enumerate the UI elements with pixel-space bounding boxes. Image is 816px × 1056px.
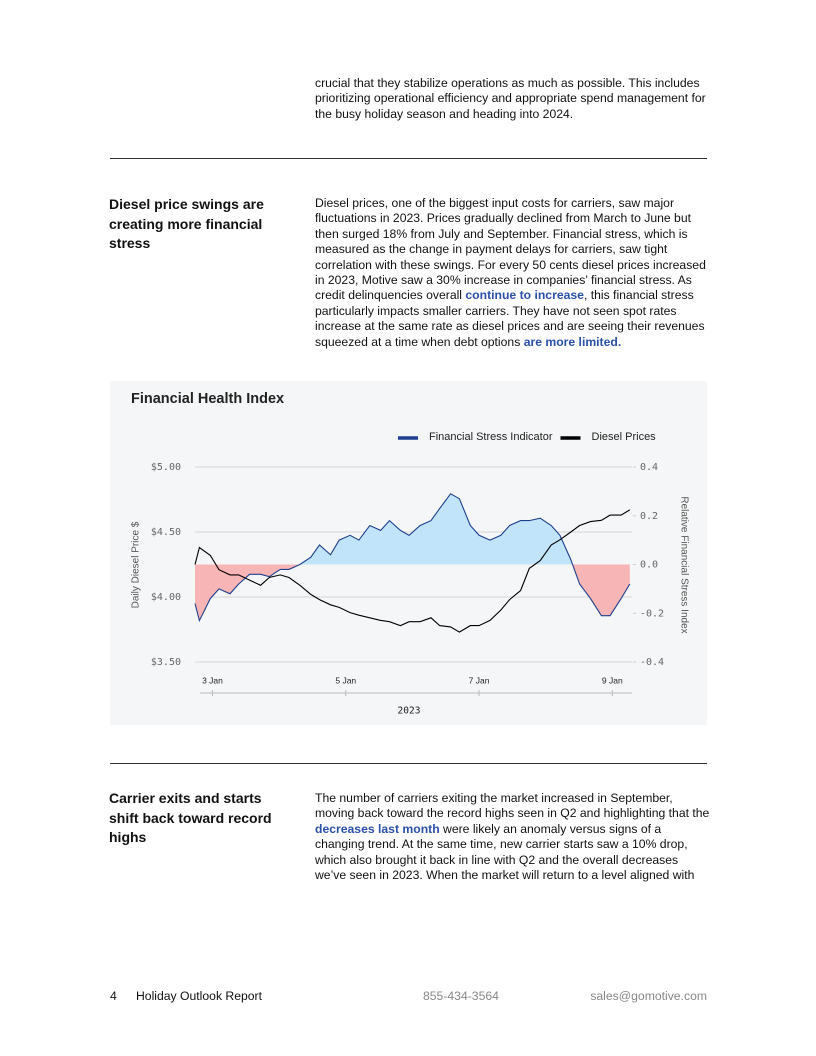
text-run: , this financial stress particularly imp…: [315, 288, 705, 349]
y-tick-label: $3.50: [151, 657, 181, 668]
divider: [110, 158, 707, 159]
area-above: [195, 493, 630, 565]
section-heading: Carrier exits and starts shift back towa…: [109, 790, 272, 845]
y2-tick-label: 0.4: [640, 462, 658, 473]
text-run: Diesel prices, one of the biggest input …: [315, 196, 706, 303]
page-number: 4: [110, 989, 117, 1003]
y2-tick-label: -0.2: [640, 608, 664, 619]
legend-label: Financial Stress Indicator: [429, 431, 553, 443]
legend-label: Diesel Prices: [592, 431, 657, 443]
area-below: [195, 564, 630, 621]
x-tick-label: 7 Jan: [469, 675, 490, 685]
y2-tick-label: 0.2: [640, 511, 658, 522]
x-tick-label: 3 Jan: [202, 675, 223, 685]
x-axis-title: 2023: [398, 706, 421, 717]
series-line: [194, 509, 631, 633]
y-tick-label: $4.00: [151, 592, 181, 603]
y2-axis-title: Relative Financial Stress Index: [678, 496, 689, 633]
y-tick-label: $5.00: [151, 462, 181, 473]
chart: Financial Health Index $3.50 $4.00 $4.50 $5.…: [110, 381, 707, 725]
report-name: Holiday Outlook Report: [136, 989, 262, 1003]
y-axis-title: Daily Diesel Price $: [131, 521, 142, 608]
link[interactable]: decreases last month: [315, 821, 440, 836]
link[interactable]: continue to increase: [465, 288, 584, 303]
chart-title: Financial Health Index: [131, 391, 284, 407]
divider: [110, 763, 707, 764]
y2-tick-label: -0.4: [640, 657, 664, 668]
phone: 855-434-3564: [423, 989, 499, 1003]
section-body: Diesel prices, one of the biggest input …: [315, 196, 710, 350]
section-body: The number of carriers exiting the marke…: [315, 791, 710, 883]
text-run: were likely an anomaly versus signs of a…: [315, 821, 695, 883]
y2-tick-label: 0.0: [640, 560, 658, 571]
x-tick-label: 9 Jan: [602, 675, 623, 685]
y-tick-label: $4.50: [151, 527, 181, 538]
text-run: The number of carriers exiting the marke…: [315, 791, 710, 821]
series-line: [194, 493, 631, 623]
email: sales@gomotive.com: [590, 989, 707, 1003]
section-heading: Diesel price swings are creating more fi…: [109, 196, 264, 251]
x-tick-label: 5 Jan: [335, 675, 356, 685]
intro-text: crucial that they stabilize operations a…: [315, 76, 706, 121]
link[interactable]: are more limited.: [523, 334, 622, 349]
